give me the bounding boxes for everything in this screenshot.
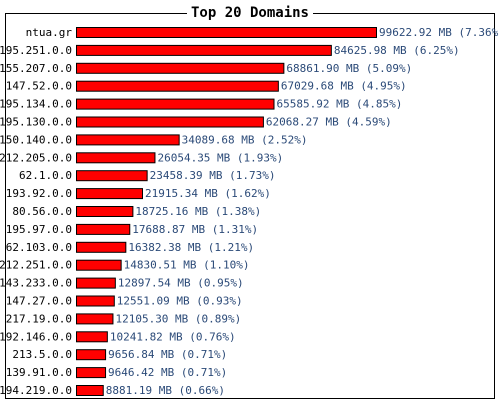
domain-label: 62.1.0.0 [19, 169, 72, 182]
value-label: 9656.84 MB (0.71%) [108, 348, 227, 361]
bar [76, 152, 156, 164]
bar [76, 206, 134, 217]
domain-label: 192.146.0.0 [0, 330, 72, 343]
domain-label: 195.251.0.0 [0, 44, 72, 57]
value-label: 17688.87 MB (1.31%) [132, 223, 258, 236]
value-label: 10241.82 MB (0.76%) [110, 330, 236, 343]
domain-label: 62.103.0.0 [6, 241, 72, 254]
domain-label: 193.92.0.0 [6, 187, 72, 200]
value-label: 99622.92 MB (7.36%) [379, 26, 500, 39]
value-label: 68861.90 MB (5.09%) [286, 62, 412, 75]
domain-label: 139.91.0.0 [6, 366, 72, 379]
value-label: 67029.68 MB (4.95%) [281, 80, 407, 93]
bar [76, 44, 332, 56]
bar [76, 62, 285, 74]
chart-title: Top 20 Domains [191, 5, 309, 21]
value-label: 12897.54 MB (0.95%) [118, 277, 244, 290]
value-label: 16382.38 MB (1.21%) [128, 241, 254, 254]
bar [76, 170, 148, 182]
bar [76, 313, 114, 325]
bar [76, 259, 122, 271]
value-label: 9646.42 MB (0.71%) [108, 366, 227, 379]
value-label: 12551.09 MB (0.93%) [117, 295, 243, 308]
value-label: 12105.30 MB (0.89%) [115, 312, 241, 325]
domain-label: 217.19.0.0 [6, 312, 72, 325]
domain-label: 143.233.0.0 [0, 277, 72, 290]
value-label: 18725.16 MB (1.38%) [135, 205, 261, 218]
bar [76, 295, 115, 307]
bar [76, 80, 279, 92]
bars [76, 27, 377, 396]
bar [76, 241, 127, 253]
bar [76, 349, 107, 361]
domain-label: 194.219.0.0 [0, 384, 72, 397]
value-label: 8881.19 MB (0.66%) [106, 384, 225, 397]
bar [76, 27, 377, 38]
value-label: 84625.98 MB (6.25%) [334, 44, 460, 57]
value-labels: 99622.92 MB (7.36%) 84625.98 MB (6.25%) 68… [106, 26, 500, 397]
domain-label: 147.52.0.0 [6, 80, 72, 93]
value-label: 34089.68 MB (2.52%) [182, 133, 308, 146]
domain-label: 150.140.0.0 [0, 133, 72, 146]
chart-frame [5, 13, 495, 399]
value-label: 21915.34 MB (1.62%) [145, 187, 271, 200]
bar [76, 331, 108, 343]
domain-label: 195.97.0.0 [6, 223, 72, 236]
value-label: 62068.27 MB (4.59%) [266, 116, 392, 129]
domain-label: ntua.gr [26, 26, 73, 39]
domain-label: 195.134.0.0 [0, 98, 72, 111]
domain-label: 212.251.0.0 [0, 259, 72, 272]
bar [76, 277, 116, 289]
bar [76, 188, 143, 200]
bar [76, 223, 131, 235]
domain-label: 213.5.0.0 [12, 348, 72, 361]
domain-label: 147.27.0.0 [6, 295, 72, 308]
value-label: 14830.51 MB (1.10%) [124, 259, 250, 272]
value-label: 65585.92 MB (4.85%) [277, 98, 403, 111]
bar [76, 116, 264, 128]
bar [76, 367, 107, 379]
domain-label: 80.56.0.0 [12, 205, 72, 218]
domain-labels: ntua.gr 195.251.0.0 155.207.0.0 147.52.0.0 1… [0, 26, 72, 397]
domain-label: 212.205.0.0 [0, 151, 72, 164]
domain-label: 195.130.0.0 [0, 116, 72, 129]
value-label: 26054.35 MB (1.93%) [157, 151, 283, 164]
bar [76, 98, 275, 110]
bar [76, 134, 180, 146]
domain-label: 155.207.0.0 [0, 62, 72, 75]
value-label: 23458.39 MB (1.73%) [150, 169, 276, 182]
bar [76, 385, 104, 396]
